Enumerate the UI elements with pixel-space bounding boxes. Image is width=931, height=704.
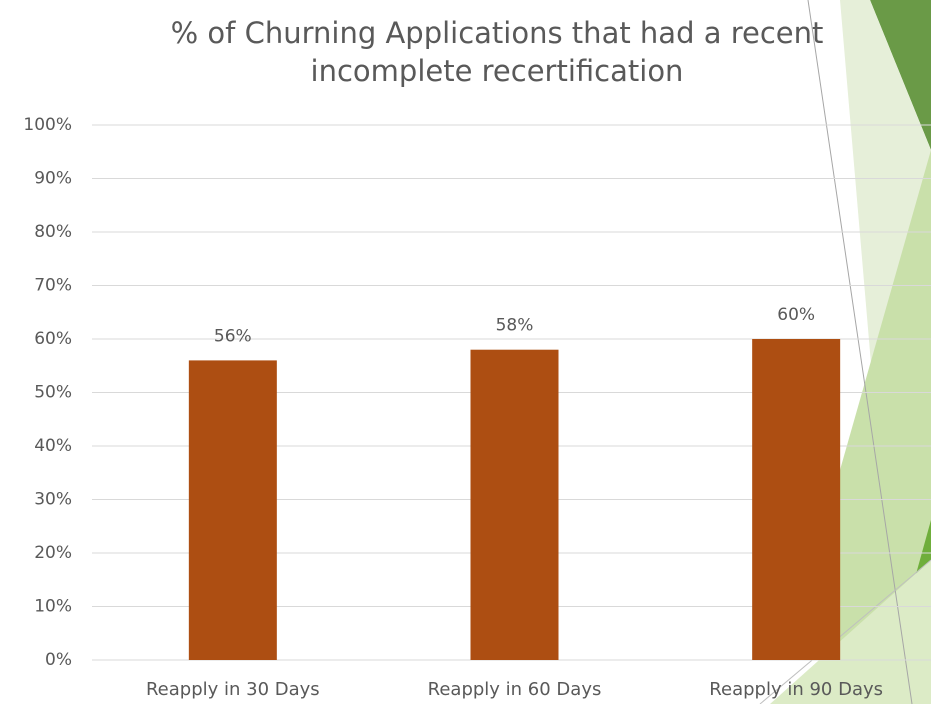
x-tick-label: Reapply in 30 Days	[146, 679, 320, 700]
data-label: 60%	[777, 305, 815, 325]
x-tick-label: Reapply in 60 Days	[428, 679, 602, 700]
bar	[752, 339, 840, 660]
y-tick-label: 0%	[45, 650, 72, 670]
bar	[189, 360, 277, 660]
bar	[471, 350, 559, 660]
y-tick-label: 30%	[34, 490, 72, 510]
y-tick-label: 40%	[34, 436, 72, 456]
y-tick-label: 50%	[34, 383, 72, 403]
y-tick-label: 10%	[34, 597, 72, 617]
y-tick-label: 20%	[34, 543, 72, 563]
slide: 0% 10% 20% 30% 40% 50% 60% 70% 80% 90% 100% Reapply…	[0, 0, 931, 704]
y-tick-label: 90%	[34, 169, 72, 189]
y-tick-label: 70%	[34, 276, 72, 296]
y-tick-label: 100%	[23, 115, 72, 135]
chart-title: % of Churning Applications that had a re…	[97, 14, 897, 90]
data-label: 56%	[214, 326, 252, 346]
y-tick-label: 80%	[34, 222, 72, 242]
chart: 0% 10% 20% 30% 40% 50% 60% 70% 80% 90% 100% Reapply…	[0, 0, 931, 704]
y-tick-label: 60%	[34, 329, 72, 349]
data-label: 58%	[496, 316, 534, 336]
x-tick-label: Reapply in 90 Days	[709, 679, 883, 700]
